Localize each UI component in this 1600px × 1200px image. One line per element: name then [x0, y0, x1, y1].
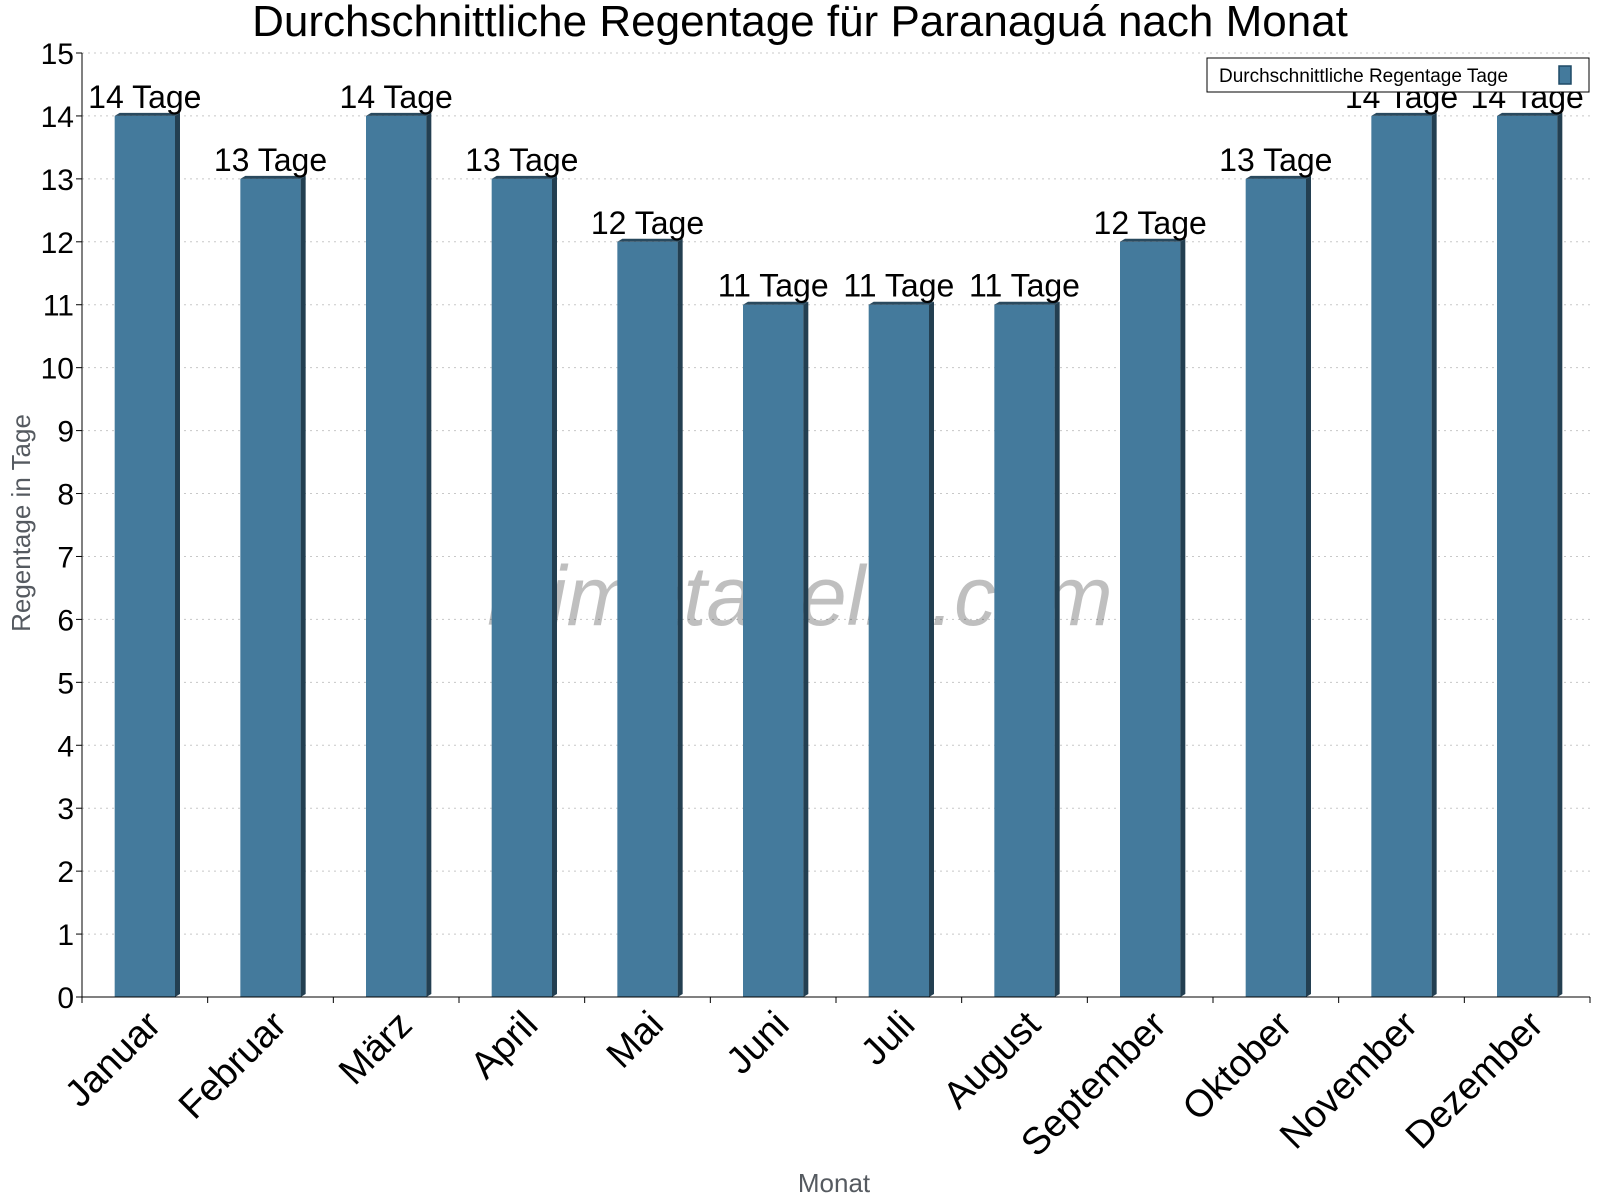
- bar-top: [491, 175, 557, 179]
- bar-side: [1054, 301, 1060, 997]
- bar-top: [1120, 238, 1186, 242]
- axes: [81, 53, 1591, 1003]
- bar: [114, 112, 180, 997]
- legend: Durchschnittliche Regentage Tage: [1206, 57, 1590, 93]
- bar-front: [491, 178, 552, 997]
- bar: [994, 301, 1060, 997]
- bar-front: [240, 178, 301, 997]
- bar-top: [1371, 112, 1437, 116]
- chart-title: Durchschnittliche Regentage für Paranagu…: [252, 0, 1348, 46]
- bar-front: [1245, 178, 1306, 997]
- y-tick-label: 15: [41, 38, 74, 71]
- bar-top: [868, 301, 934, 305]
- x-tick-label: Januar: [57, 1003, 169, 1115]
- x-tick-label: Juni: [719, 1004, 798, 1083]
- y-tick-label: 1: [57, 919, 74, 952]
- data-label: 14 Tage: [340, 79, 453, 115]
- legend-box: [1206, 57, 1590, 93]
- data-label: 12 Tage: [591, 205, 704, 241]
- bar-side: [426, 112, 432, 997]
- bar-front: [366, 115, 427, 997]
- x-tick-label: Mai: [599, 1004, 672, 1077]
- y-tick-label: 7: [57, 541, 74, 574]
- bar-front: [1371, 115, 1432, 997]
- data-label: 12 Tage: [1094, 205, 1207, 241]
- bar: [617, 238, 683, 998]
- bar-front: [743, 304, 804, 997]
- bar-side: [1431, 112, 1437, 997]
- y-tick-label: 4: [57, 730, 74, 763]
- bar-side: [174, 112, 180, 997]
- x-tick-label: April: [463, 1004, 546, 1087]
- x-tick-label: August: [936, 1003, 1050, 1117]
- bar-side: [1305, 175, 1311, 997]
- bar-front: [617, 241, 678, 998]
- data-label: 14 Tage: [88, 79, 201, 115]
- y-tick-label: 0: [57, 982, 74, 1015]
- legend-label: Durchschnittliche Regentage Tage: [1219, 66, 1508, 87]
- y-tick-label: 11: [43, 290, 74, 323]
- gridlines: [82, 52, 1590, 935]
- bar-top: [366, 112, 432, 116]
- bar-top: [1245, 175, 1311, 179]
- data-label: 11 Tage: [718, 268, 829, 304]
- y-tick-label: 13: [41, 164, 74, 197]
- y-tick-label: 6: [57, 604, 74, 637]
- data-labels: 14 Tage 13 Tage 14 Tage 13 Tage 12 Tage 11 Ta…: [88, 79, 1584, 304]
- bars: [114, 112, 1563, 998]
- y-tick-label: 9: [57, 416, 74, 449]
- legend-swatch: [1558, 65, 1572, 85]
- bar: [1245, 175, 1311, 997]
- bar: [1120, 238, 1186, 998]
- x-tick-label: Oktober: [1175, 1003, 1301, 1129]
- data-label: 13 Tage: [465, 142, 578, 178]
- bar-top: [240, 175, 306, 179]
- bar-top: [743, 301, 809, 305]
- y-tick-label: 8: [57, 479, 74, 512]
- bar-top: [1497, 112, 1563, 116]
- x-axis-title: Monat: [798, 1168, 871, 1198]
- x-tick-label: Februar: [171, 1003, 295, 1127]
- bar-front: [868, 304, 929, 997]
- bar: [240, 175, 306, 997]
- bar: [1497, 112, 1563, 997]
- bar-front: [1497, 115, 1558, 997]
- data-label: 13 Tage: [214, 142, 327, 178]
- bar-front: [114, 115, 175, 997]
- bar-side: [300, 175, 306, 997]
- y-tick-label: 12: [41, 227, 74, 260]
- bar: [743, 301, 809, 997]
- bar-top: [114, 112, 180, 116]
- data-label: 11 Tage: [969, 268, 1080, 304]
- y-tick-label: 2: [57, 856, 74, 889]
- bar-side: [677, 238, 683, 998]
- x-tick-label: Juli: [853, 1004, 923, 1074]
- bar: [366, 112, 432, 997]
- bar-top: [617, 238, 683, 242]
- y-tick-label: 14: [41, 101, 74, 134]
- bar: [868, 301, 934, 997]
- y-tick-label: 3: [57, 793, 74, 826]
- bar-side: [803, 301, 809, 997]
- x-axis-ticks: Januar Februar März April Mai Juni Juli AugustS…: [57, 1003, 1551, 1164]
- bar-side: [1557, 112, 1563, 997]
- x-tick-label: März: [331, 1004, 420, 1093]
- y-tick-label: 5: [57, 667, 74, 700]
- y-axis-title: Regentage in Tage: [6, 414, 36, 632]
- y-tick-label: 10: [41, 353, 74, 386]
- bar-side: [551, 175, 557, 997]
- bar: [1371, 112, 1437, 997]
- bar-front: [994, 304, 1055, 997]
- bar-top: [994, 301, 1060, 305]
- x-tick-label: Dezember: [1398, 1003, 1552, 1157]
- data-label: 13 Tage: [1219, 142, 1332, 178]
- bar-side: [1180, 238, 1186, 998]
- x-tick-label: November: [1272, 1003, 1426, 1157]
- bar-side: [928, 301, 934, 997]
- bar-front: [1120, 241, 1181, 998]
- bar: [491, 175, 557, 997]
- data-label: 11 Tage: [843, 268, 954, 304]
